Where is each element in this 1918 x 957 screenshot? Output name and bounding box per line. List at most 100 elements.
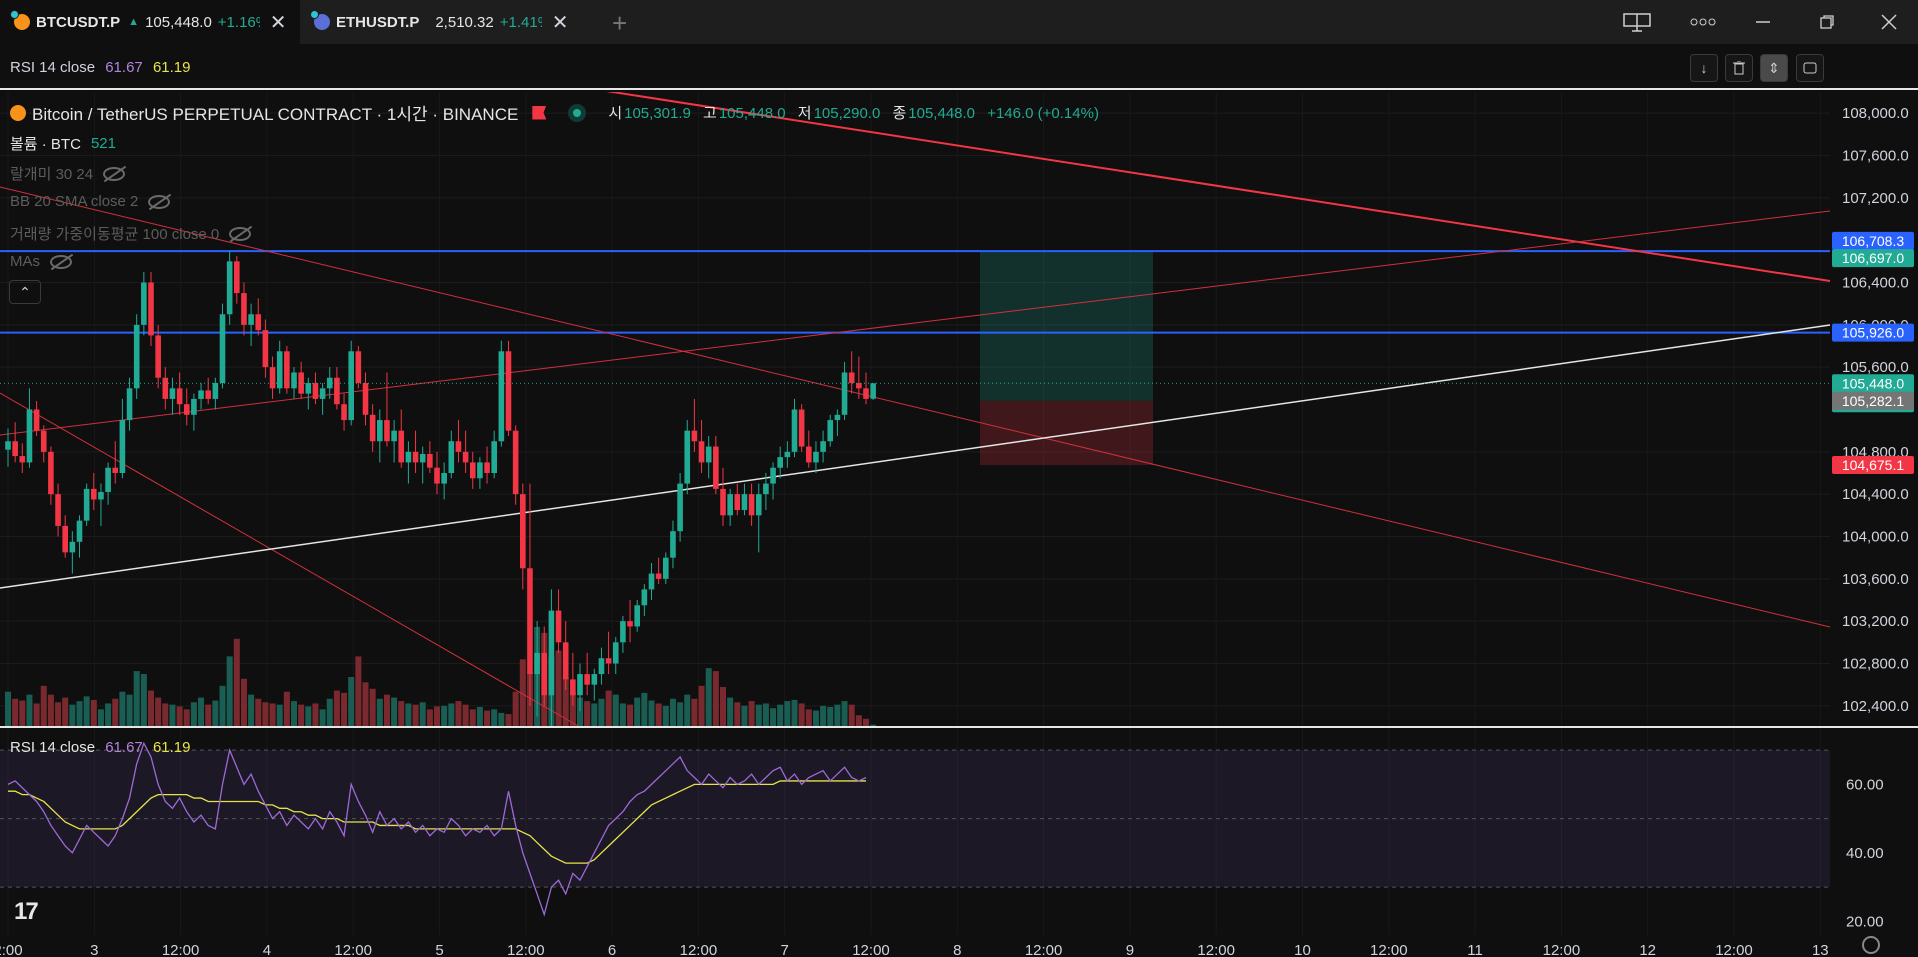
rsi-pane-legend[interactable]: RSI 14 close 61.67 61.19 [10, 739, 191, 756]
hidden-eye-icon[interactable] [229, 226, 252, 241]
volume-bar [469, 709, 476, 727]
symbol-legend[interactable]: Bitcoin / TetherUS PERPETUAL CONTRACT · … [10, 100, 1107, 125]
volume-bar [634, 697, 641, 727]
candle-body [705, 446, 712, 463]
rsi-tick-label: 40.00 [1846, 845, 1884, 862]
close-icon[interactable] [1866, 0, 1912, 44]
volume-bar [248, 694, 255, 727]
volume-bar [198, 697, 205, 727]
chevron-up-icon[interactable]: ⌃ [9, 280, 41, 304]
candle-body [491, 441, 497, 473]
volume-bar [484, 710, 491, 727]
volume-bar [355, 656, 362, 727]
candle-body [605, 658, 612, 664]
volume-bar [770, 708, 777, 727]
volume-bar [619, 703, 626, 727]
volume-bar [798, 703, 805, 727]
candle-body [848, 372, 855, 384]
plus-icon[interactable]: + [612, 8, 628, 38]
volume-bar [834, 704, 841, 727]
settings-icon[interactable] [1862, 936, 1880, 954]
candle-body [126, 388, 133, 421]
trash-icon[interactable] [1725, 54, 1753, 82]
time-tick-label: 12:00 [680, 942, 718, 957]
volume-bar [362, 682, 369, 727]
tab-ethusdt[interactable]: ETHUSDT.P 2,510.32 +1.41% ✕ [310, 0, 604, 44]
candle-body [412, 451, 419, 463]
volume-bar [827, 707, 834, 727]
candle-body [319, 388, 326, 399]
time-tick-label: 7 [781, 942, 789, 957]
maximize-icon[interactable] [1804, 0, 1850, 44]
price-tick-label: 103,200.0 [1842, 613, 1909, 630]
volume-bar [376, 698, 383, 727]
price-tick-label: 102,800.0 [1842, 656, 1909, 673]
move-down-icon[interactable]: ↓ [1690, 54, 1718, 82]
price-chart[interactable]: 108,000.0 107,600.0 107,200.0 106,400.0 106,… [0, 92, 1918, 957]
candle-body [141, 282, 147, 325]
up-triangle-icon: ▲ [128, 16, 140, 28]
volume-bar [720, 687, 726, 727]
volume-bar [383, 694, 390, 727]
volume-bar [269, 703, 276, 727]
candle-body [262, 330, 269, 368]
indicator-volume[interactable]: 볼륨 · BTC 521 [10, 135, 116, 153]
layout-icon[interactable] [1614, 0, 1660, 44]
candle-body [377, 420, 383, 442]
time-tick-label: 3 [90, 942, 98, 957]
volume-bar [863, 718, 869, 727]
candle-body [26, 409, 33, 463]
volume-bar [562, 677, 569, 727]
candle-body [870, 383, 876, 399]
trendline [0, 392, 581, 728]
indicator-alligator[interactable]: 랄개미 30 24 [10, 163, 126, 184]
candle-body [40, 430, 47, 452]
hidden-eye-icon[interactable] [50, 254, 72, 269]
trendline [0, 210, 1831, 436]
rsi-header-legend[interactable]: RSI 14 close 61.67 61.19 [10, 59, 191, 76]
hidden-eye-icon[interactable] [148, 194, 171, 209]
volume-bar [441, 705, 448, 727]
expand-pane-icon[interactable]: ⇕ [1760, 54, 1788, 82]
candle-body [462, 451, 469, 463]
volume-bar [333, 690, 340, 727]
flag-icon[interactable] [532, 105, 547, 120]
candle-body [369, 414, 376, 442]
candle-body [541, 652, 548, 696]
close-tab-icon[interactable]: ✕ [269, 11, 287, 34]
volume-bar [205, 704, 212, 727]
close-tab-icon[interactable]: ✕ [551, 11, 569, 34]
price-tick-label: 104,400.0 [1842, 486, 1909, 503]
hidden-eye-icon[interactable] [103, 166, 126, 181]
indicator-vwma[interactable]: 거래량 가중이동평균 100 close 0 [10, 223, 252, 244]
volume-bar [648, 700, 655, 727]
tab-btcusdt[interactable]: BTCUSDT.P ▲ 105,448.0 +1.16% ✕ [0, 0, 300, 44]
indicator-bb[interactable]: BB 20 SMA close 2 [10, 193, 171, 210]
volume-bar [476, 707, 483, 727]
candle-body [48, 451, 54, 495]
candle-body [119, 420, 126, 473]
ohlc-values: 시 105,301.9 고 105,448.0 저 105,290.0 종 105,44… [608, 105, 1099, 122]
volume-bar [291, 701, 297, 727]
candle-body [684, 430, 691, 484]
rsi-tick-label: 20.00 [1846, 913, 1884, 930]
candle-body [419, 453, 426, 463]
candle-body [834, 414, 841, 421]
more-icon[interactable] [1680, 0, 1726, 44]
volume-bar [140, 674, 147, 727]
volume-bar [434, 706, 440, 727]
candle-body [512, 430, 519, 495]
indicator-mas[interactable]: MAs [10, 253, 72, 270]
candle-body [527, 568, 533, 675]
volume-bar [69, 704, 76, 727]
volume-bar [455, 701, 462, 727]
fullscreen-icon[interactable] [1796, 54, 1824, 82]
price-label-box [1832, 456, 1914, 475]
volume-bar [870, 724, 877, 727]
minimize-icon[interactable] [1740, 0, 1786, 44]
volume-bar [605, 690, 612, 727]
candle-body [291, 372, 297, 389]
volume-bar [62, 697, 69, 727]
candle-body [534, 652, 540, 675]
volume-bar [805, 709, 812, 727]
